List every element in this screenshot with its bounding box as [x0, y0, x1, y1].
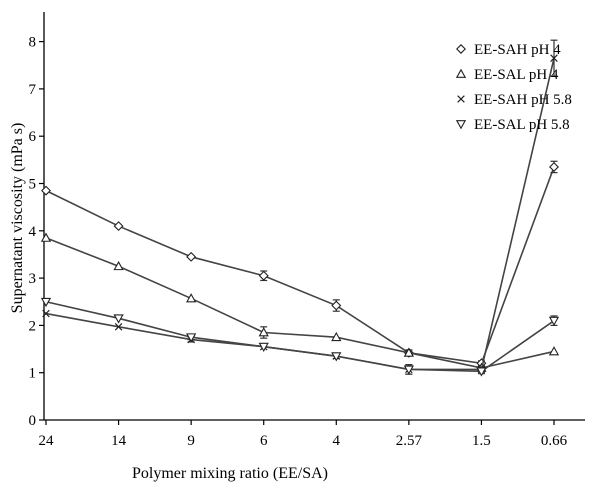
triangle-up-marker — [455, 68, 467, 78]
series-triangle-down — [40, 297, 560, 377]
x-tick-label: 0.66 — [541, 433, 568, 449]
x-tick-label: 24 — [39, 433, 55, 449]
x-tick-label: 2.57 — [396, 433, 423, 449]
triangle-down-marker — [403, 365, 414, 375]
y-tick-label: 0 — [29, 413, 37, 429]
series-group — [40, 39, 560, 377]
y-tick-label: 6 — [29, 129, 37, 145]
series-x — [42, 39, 558, 375]
x-ticks: 24 14 9 6 4 2.57 1.5 0.66 — [39, 420, 568, 449]
x-marker — [457, 95, 465, 103]
x-marker — [550, 54, 558, 62]
x-marker-stroke — [42, 309, 50, 318]
triangle-up-marker — [186, 293, 197, 303]
diamond-marker — [41, 185, 51, 196]
legend-label: EE-SAH pH 5.8 — [474, 92, 572, 108]
y-tick-label: 5 — [29, 177, 37, 193]
y-tick-label: 8 — [29, 35, 37, 51]
y-tick-label: 7 — [29, 82, 37, 98]
y-tick-label: 1 — [29, 366, 37, 382]
x-marker-stroke — [550, 54, 558, 62]
triangle-down-marker — [455, 120, 467, 130]
triangle-up-marker — [548, 346, 560, 356]
x-tick-label: 4 — [333, 433, 341, 449]
diamond-marker — [186, 251, 197, 262]
y-tick-label: 3 — [29, 271, 37, 287]
x-marker-stroke — [114, 323, 123, 331]
series-line — [45, 300, 555, 373]
legend-label: EE-SAH pH 4 — [474, 42, 561, 58]
diamond-marker — [456, 44, 466, 54]
diamond-marker — [258, 270, 269, 281]
x-marker — [42, 309, 50, 318]
legend-label: EE-SAL pH 4 — [474, 67, 559, 83]
series-line — [45, 166, 555, 365]
x-tick-label: 1.5 — [472, 433, 491, 449]
x-axis-title: Polymer mixing ratio (EE/SA) — [132, 465, 328, 482]
y-tick-label: 2 — [29, 318, 37, 334]
legend-label: EE-SAL pH 5.8 — [474, 117, 570, 133]
triangle-down-marker — [113, 314, 124, 324]
x-tick-label: 6 — [260, 433, 268, 449]
triangle-up-marker — [331, 331, 342, 342]
diamond-marker — [113, 221, 124, 232]
x-marker — [114, 323, 123, 331]
triangle-up-marker — [403, 347, 414, 357]
triangle-down-marker — [40, 297, 52, 308]
legend: EE-SAH pH 4 EE-SAL pH 4 EE-SAH pH 5.8 EE-SA… — [455, 42, 572, 133]
triangle-up-marker — [258, 327, 269, 337]
y-ticks: 0 1 2 3 4 5 6 7 8 — [29, 35, 44, 429]
triangle-down-marker — [186, 333, 197, 343]
diamond-marker — [331, 300, 342, 311]
triangle-down-marker — [548, 316, 560, 327]
triangle-down-marker — [476, 367, 487, 377]
triangle-up-marker — [40, 232, 52, 242]
triangle-down-marker — [331, 352, 342, 362]
y-tick-label: 4 — [29, 224, 37, 240]
triangle-down-marker — [258, 342, 269, 353]
triangle-up-marker — [113, 260, 124, 271]
axes — [43, 12, 585, 421]
diamond-marker — [549, 161, 559, 172]
series-line — [45, 237, 555, 369]
x-tick-label: 9 — [187, 433, 195, 449]
y-axis-title: Supernatant viscosity (mPa s) — [9, 123, 26, 314]
x-marker-stroke — [457, 95, 465, 103]
x-tick-label: 14 — [111, 433, 127, 449]
